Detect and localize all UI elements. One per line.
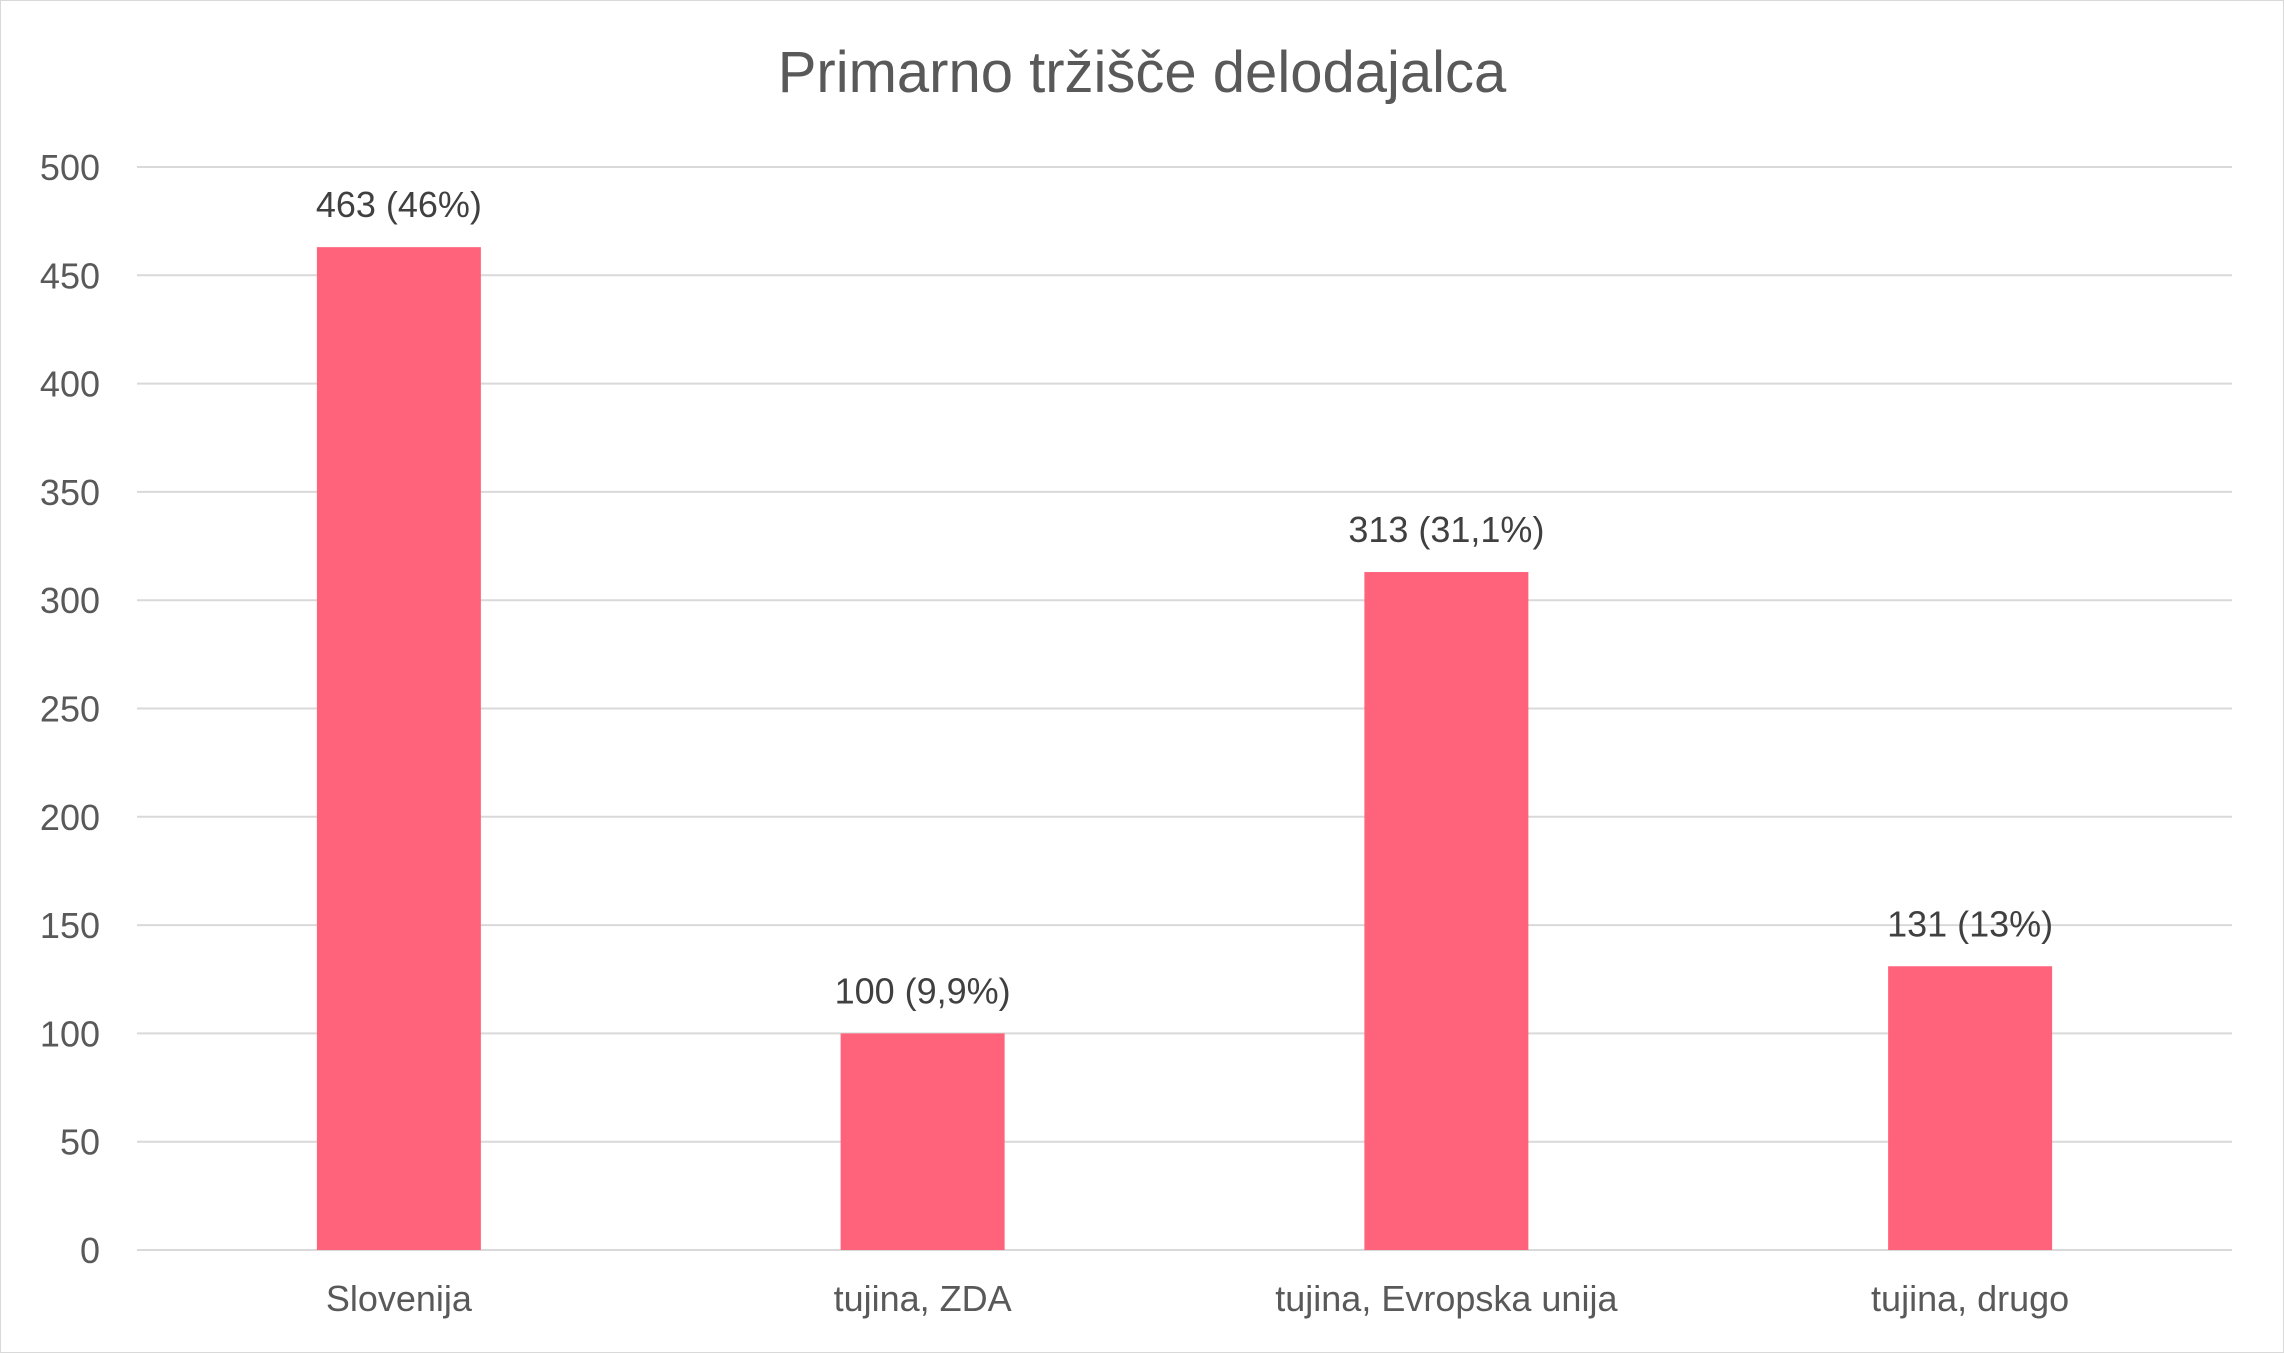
data-labels: 463 (46%) 100 (9,9%) 313 (31,1%) 131 (13%) [316,184,2053,1011]
data-label-2: 313 (31,1%) [1348,509,1544,550]
bar-0 [316,247,481,1251]
bars [316,247,2053,1251]
bar-1 [840,1033,1005,1250]
y-tick-label-100: 100 [40,1013,100,1054]
x-category-label-3: tujina, drugo [1871,1278,2069,1319]
bar-3 [1888,966,2053,1250]
y-tick-label-200: 200 [40,797,100,838]
y-tick-label-150: 150 [40,905,100,946]
y-tick-label-50: 50 [60,1122,100,1163]
bar-2 [1364,572,1529,1250]
y-tick-label-300: 300 [40,580,100,621]
y-tick-label-250: 250 [40,689,100,730]
x-category-label-1: tujina, ZDA [834,1278,1012,1319]
data-label-3: 131 (13%) [1887,903,2053,944]
gridlines [137,166,2232,1251]
y-tick-label-350: 350 [40,472,100,513]
y-tick-label-0: 0 [80,1230,100,1271]
x-category-label-2: tujina, Evropska unija [1275,1278,1618,1319]
y-tick-label-450: 450 [40,255,100,296]
y-tick-label-500: 500 [40,147,100,188]
data-label-0: 463 (46%) [316,184,482,225]
y-tick-label-400: 400 [40,364,100,405]
y-axis: 0 50 100 150 200 250 300 350 400 450 500 [40,147,100,1271]
x-axis: Slovenija tujina, ZDA tujina, Evropska uni… [326,1278,2069,1319]
x-category-label-0: Slovenija [326,1278,473,1319]
data-label-1: 100 (9,9%) [835,970,1011,1011]
chart-title: Primarno tržišče delodajalca [778,40,1507,105]
